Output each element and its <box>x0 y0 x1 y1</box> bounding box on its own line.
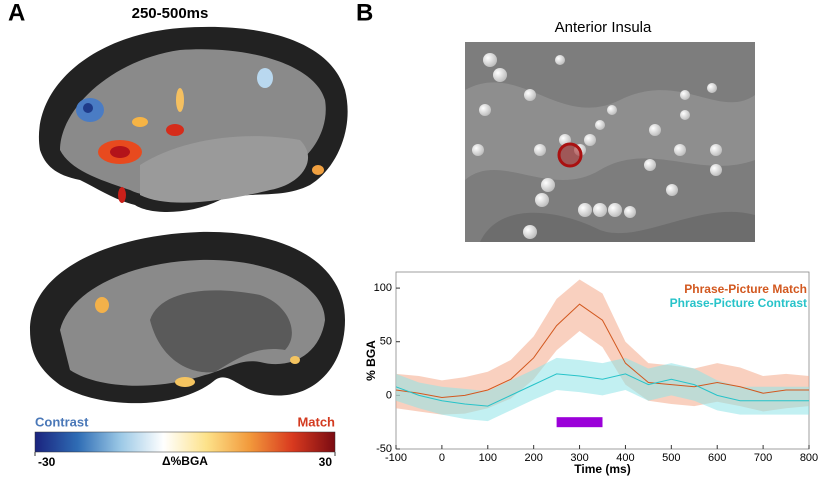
colorbar-tick-label: -30 <box>38 455 56 469</box>
x-tick-label: 400 <box>616 452 634 464</box>
colorbar <box>34 431 336 453</box>
legend-entry: Phrase-Picture Contrast <box>670 296 807 310</box>
panel-label: A <box>8 0 25 26</box>
y-tick-label: 0 <box>386 389 392 401</box>
x-tick-label: 100 <box>479 452 497 464</box>
y-tick-label: -50 <box>376 443 392 455</box>
colorbar-tick-label: 30 <box>319 455 333 469</box>
x-tick-label: 800 <box>800 452 818 464</box>
series-line <box>395 373 809 407</box>
y-axis-label: % BGA <box>364 340 378 381</box>
line-chart: -100 0 100 200 300 400 500 600 700 800 -50 0 50 100 Ti… <box>364 271 818 476</box>
colorbar-axis-label: Δ%BGA <box>162 454 208 468</box>
x-tick-label: 300 <box>570 452 588 464</box>
panel-title: 250-500ms <box>132 5 209 22</box>
error-band <box>396 357 809 422</box>
insula-render <box>465 42 755 242</box>
x-tick-label: 200 <box>524 452 542 464</box>
x-tick-label: 500 <box>662 452 680 464</box>
x-tick-label: -100 <box>385 452 407 464</box>
time-window-bar <box>556 417 603 428</box>
y-tick-label: 50 <box>380 336 392 348</box>
legend-entry: Phrase-Picture Match <box>684 282 807 296</box>
series-line <box>395 303 809 399</box>
x-tick-label: 600 <box>708 452 726 464</box>
x-axis-label: Time (ms) <box>574 462 630 476</box>
plot-frame <box>395 271 810 450</box>
colorbar-low-label: Contrast <box>35 414 89 429</box>
brain-lateral <box>38 26 348 212</box>
colorbar-high-label: Match <box>297 414 335 429</box>
y-tick-label: 100 <box>374 282 392 294</box>
panel-label: B <box>356 0 373 26</box>
image-title: Anterior Insula <box>555 19 652 36</box>
colorbar-ticks: -30 30 <box>34 452 336 469</box>
x-tick-label: 700 <box>754 452 772 464</box>
brain-medial <box>30 231 345 404</box>
x-tick-label: 0 <box>439 452 445 464</box>
